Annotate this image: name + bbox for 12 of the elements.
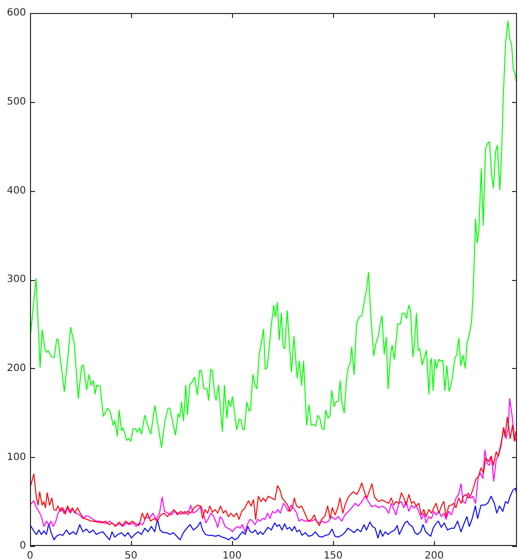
y-tick-label: 600 bbox=[6, 8, 26, 19]
y-tick-label: 500 bbox=[6, 96, 26, 108]
x-tick-label: 100 bbox=[222, 550, 242, 560]
x-tick-label: 150 bbox=[324, 550, 343, 560]
y-tick-label: 300 bbox=[6, 274, 26, 286]
y-tick-label: 400 bbox=[6, 185, 26, 196]
x-tick-label: 200 bbox=[424, 550, 444, 560]
x-tick-label: 50 bbox=[124, 550, 138, 560]
y-tick-label: 200 bbox=[6, 362, 26, 374]
x-tick-label: 0 bbox=[26, 550, 34, 560]
y-tick-label: 0 bbox=[20, 540, 26, 552]
y-tick-label: 100 bbox=[6, 452, 26, 463]
